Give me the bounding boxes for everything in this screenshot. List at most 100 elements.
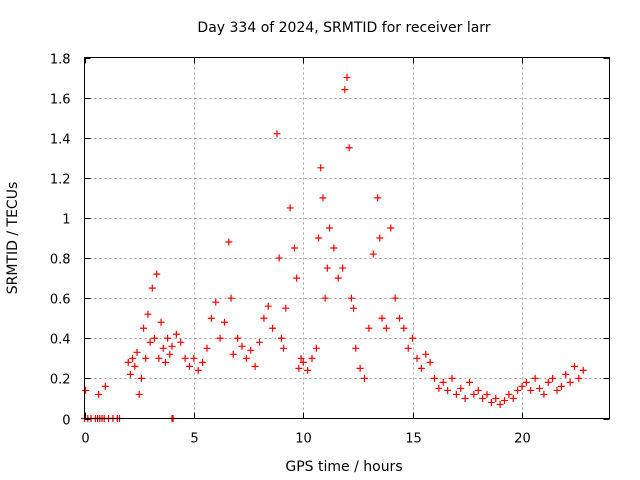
data-point <box>435 384 443 392</box>
data-point <box>247 346 255 354</box>
data-point <box>470 390 478 398</box>
x-axis-label: GPS time / hours <box>285 459 402 475</box>
data-point <box>334 274 342 282</box>
data-point <box>212 298 220 306</box>
data-point <box>282 304 290 312</box>
data-point <box>234 334 242 342</box>
data-point <box>426 358 434 366</box>
data-point <box>137 374 145 382</box>
data-point <box>151 334 158 342</box>
data-point <box>509 394 517 402</box>
data-point <box>264 302 272 310</box>
y-tick-label: 0 <box>62 414 70 429</box>
data-point <box>308 354 316 362</box>
data-point <box>140 324 148 332</box>
plot-frame <box>84 57 610 419</box>
data-point <box>190 354 198 362</box>
data-point <box>319 194 327 202</box>
data-point <box>518 382 526 390</box>
axis-ticks <box>84 57 610 420</box>
x-tick-label: 10 <box>295 432 312 447</box>
y-tick-label: 0.8 <box>50 253 71 268</box>
data-point <box>575 374 583 382</box>
data-point <box>501 396 508 404</box>
data-point <box>474 386 482 394</box>
data-point <box>487 398 495 406</box>
chart-title: Day 334 of 2024, SRMTID for receiver lar… <box>197 20 490 36</box>
y-tick-labels: 0 0.2 0.4 0.6 0.8 1 1.2 1.4 1.6 1.8 <box>50 53 71 429</box>
data-point <box>124 358 132 366</box>
x-tick-label: 5 <box>190 432 198 447</box>
data-point <box>95 390 103 398</box>
data-point <box>352 344 360 352</box>
data-point <box>345 144 353 152</box>
data-point <box>144 310 152 318</box>
data-point <box>133 348 141 356</box>
data-point <box>439 378 447 386</box>
data-point <box>514 386 522 394</box>
data-point <box>199 358 207 366</box>
data-point <box>431 374 438 382</box>
data-point <box>339 264 347 272</box>
data-point <box>194 366 202 374</box>
data-point <box>382 324 390 332</box>
data-point <box>225 238 233 246</box>
y-tick-label: 0.6 <box>50 293 71 308</box>
data-point <box>527 386 535 394</box>
data-point <box>461 394 469 402</box>
data-point <box>131 362 139 370</box>
data-point <box>350 304 358 312</box>
data-point <box>457 384 465 392</box>
data-point <box>400 324 408 332</box>
data-point <box>505 390 513 398</box>
y-tick-label: 0.2 <box>50 373 71 388</box>
data-point <box>293 274 301 282</box>
data-point <box>317 164 325 172</box>
data-point <box>227 294 235 302</box>
data-point <box>374 194 382 202</box>
data-point <box>376 234 384 242</box>
data-point <box>330 244 338 252</box>
data-point <box>216 334 224 342</box>
data-point <box>207 314 215 322</box>
data-point <box>369 250 377 258</box>
data-point <box>153 270 161 278</box>
data-point <box>409 334 417 342</box>
data-point <box>365 324 373 332</box>
data-point <box>356 364 364 372</box>
data-point <box>101 382 109 390</box>
data-point <box>242 354 250 362</box>
data-point <box>126 370 134 378</box>
data-point <box>168 342 176 350</box>
data-point <box>286 204 294 212</box>
data-point <box>404 344 412 352</box>
data-point <box>483 390 491 398</box>
data-point <box>135 390 143 398</box>
x-tick-labels: 0 5 10 15 20 <box>81 432 530 447</box>
data-point <box>361 374 368 382</box>
data-point <box>148 284 156 292</box>
data-point <box>280 344 288 352</box>
data-point <box>295 364 303 372</box>
data-point <box>129 354 137 362</box>
data-point <box>341 86 349 94</box>
data-point <box>448 374 456 382</box>
data-point <box>273 130 281 138</box>
data-point <box>159 344 167 352</box>
data-point <box>260 314 268 322</box>
data-point <box>304 366 312 374</box>
data-point <box>82 386 90 394</box>
data-point <box>396 314 403 322</box>
data-point <box>297 354 305 362</box>
data-point <box>417 364 425 372</box>
y-axis-label: SRMTID / TECUs <box>5 182 21 295</box>
x-tick-label: 20 <box>514 432 531 447</box>
data-point <box>186 362 193 370</box>
data-point <box>177 338 185 346</box>
data-point <box>251 362 259 370</box>
data-point <box>181 354 189 362</box>
data-point <box>299 358 307 366</box>
data-point <box>256 338 263 346</box>
y-tick-label: 1.2 <box>50 173 71 188</box>
